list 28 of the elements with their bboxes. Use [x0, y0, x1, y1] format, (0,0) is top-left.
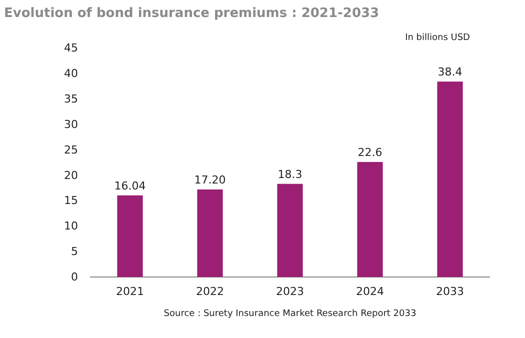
data-label: 38.4: [438, 66, 462, 79]
y-tick-label: 5: [71, 245, 78, 258]
chart-subtitle: In billions USD: [405, 33, 470, 43]
x-tick-label: 2024: [356, 284, 384, 298]
y-tick-label: 30: [64, 118, 78, 131]
y-tick-label: 40: [64, 66, 78, 80]
data-label: 17.20: [194, 173, 226, 186]
data-label: 16.04: [114, 179, 146, 192]
bar: [357, 162, 383, 277]
source-note: Source : Surety Insurance Market Research Report 2033: [164, 309, 416, 319]
bar: [197, 189, 223, 277]
bar: [437, 82, 463, 277]
y-tick-label: 45: [64, 42, 78, 55]
y-tick-label: 15: [64, 194, 78, 208]
y-tick-label: 10: [64, 220, 78, 233]
x-tick-label: 2022: [196, 284, 224, 298]
x-tick-label: 2021: [116, 284, 144, 298]
data-label: 18.3: [278, 168, 302, 181]
data-label: 22.6: [358, 146, 382, 159]
y-tick-label: 0: [71, 270, 78, 284]
y-tick-label: 35: [64, 92, 78, 106]
bar: [117, 195, 143, 277]
y-tick-label: 25: [64, 143, 78, 156]
bar: [277, 184, 303, 277]
x-tick-label: 2023: [276, 284, 304, 298]
x-tick-label: 2033: [436, 284, 464, 298]
chart-title: Evolution of bond insurance premiums : 2021-2033: [4, 6, 380, 21]
y-tick-label: 20: [64, 168, 78, 182]
